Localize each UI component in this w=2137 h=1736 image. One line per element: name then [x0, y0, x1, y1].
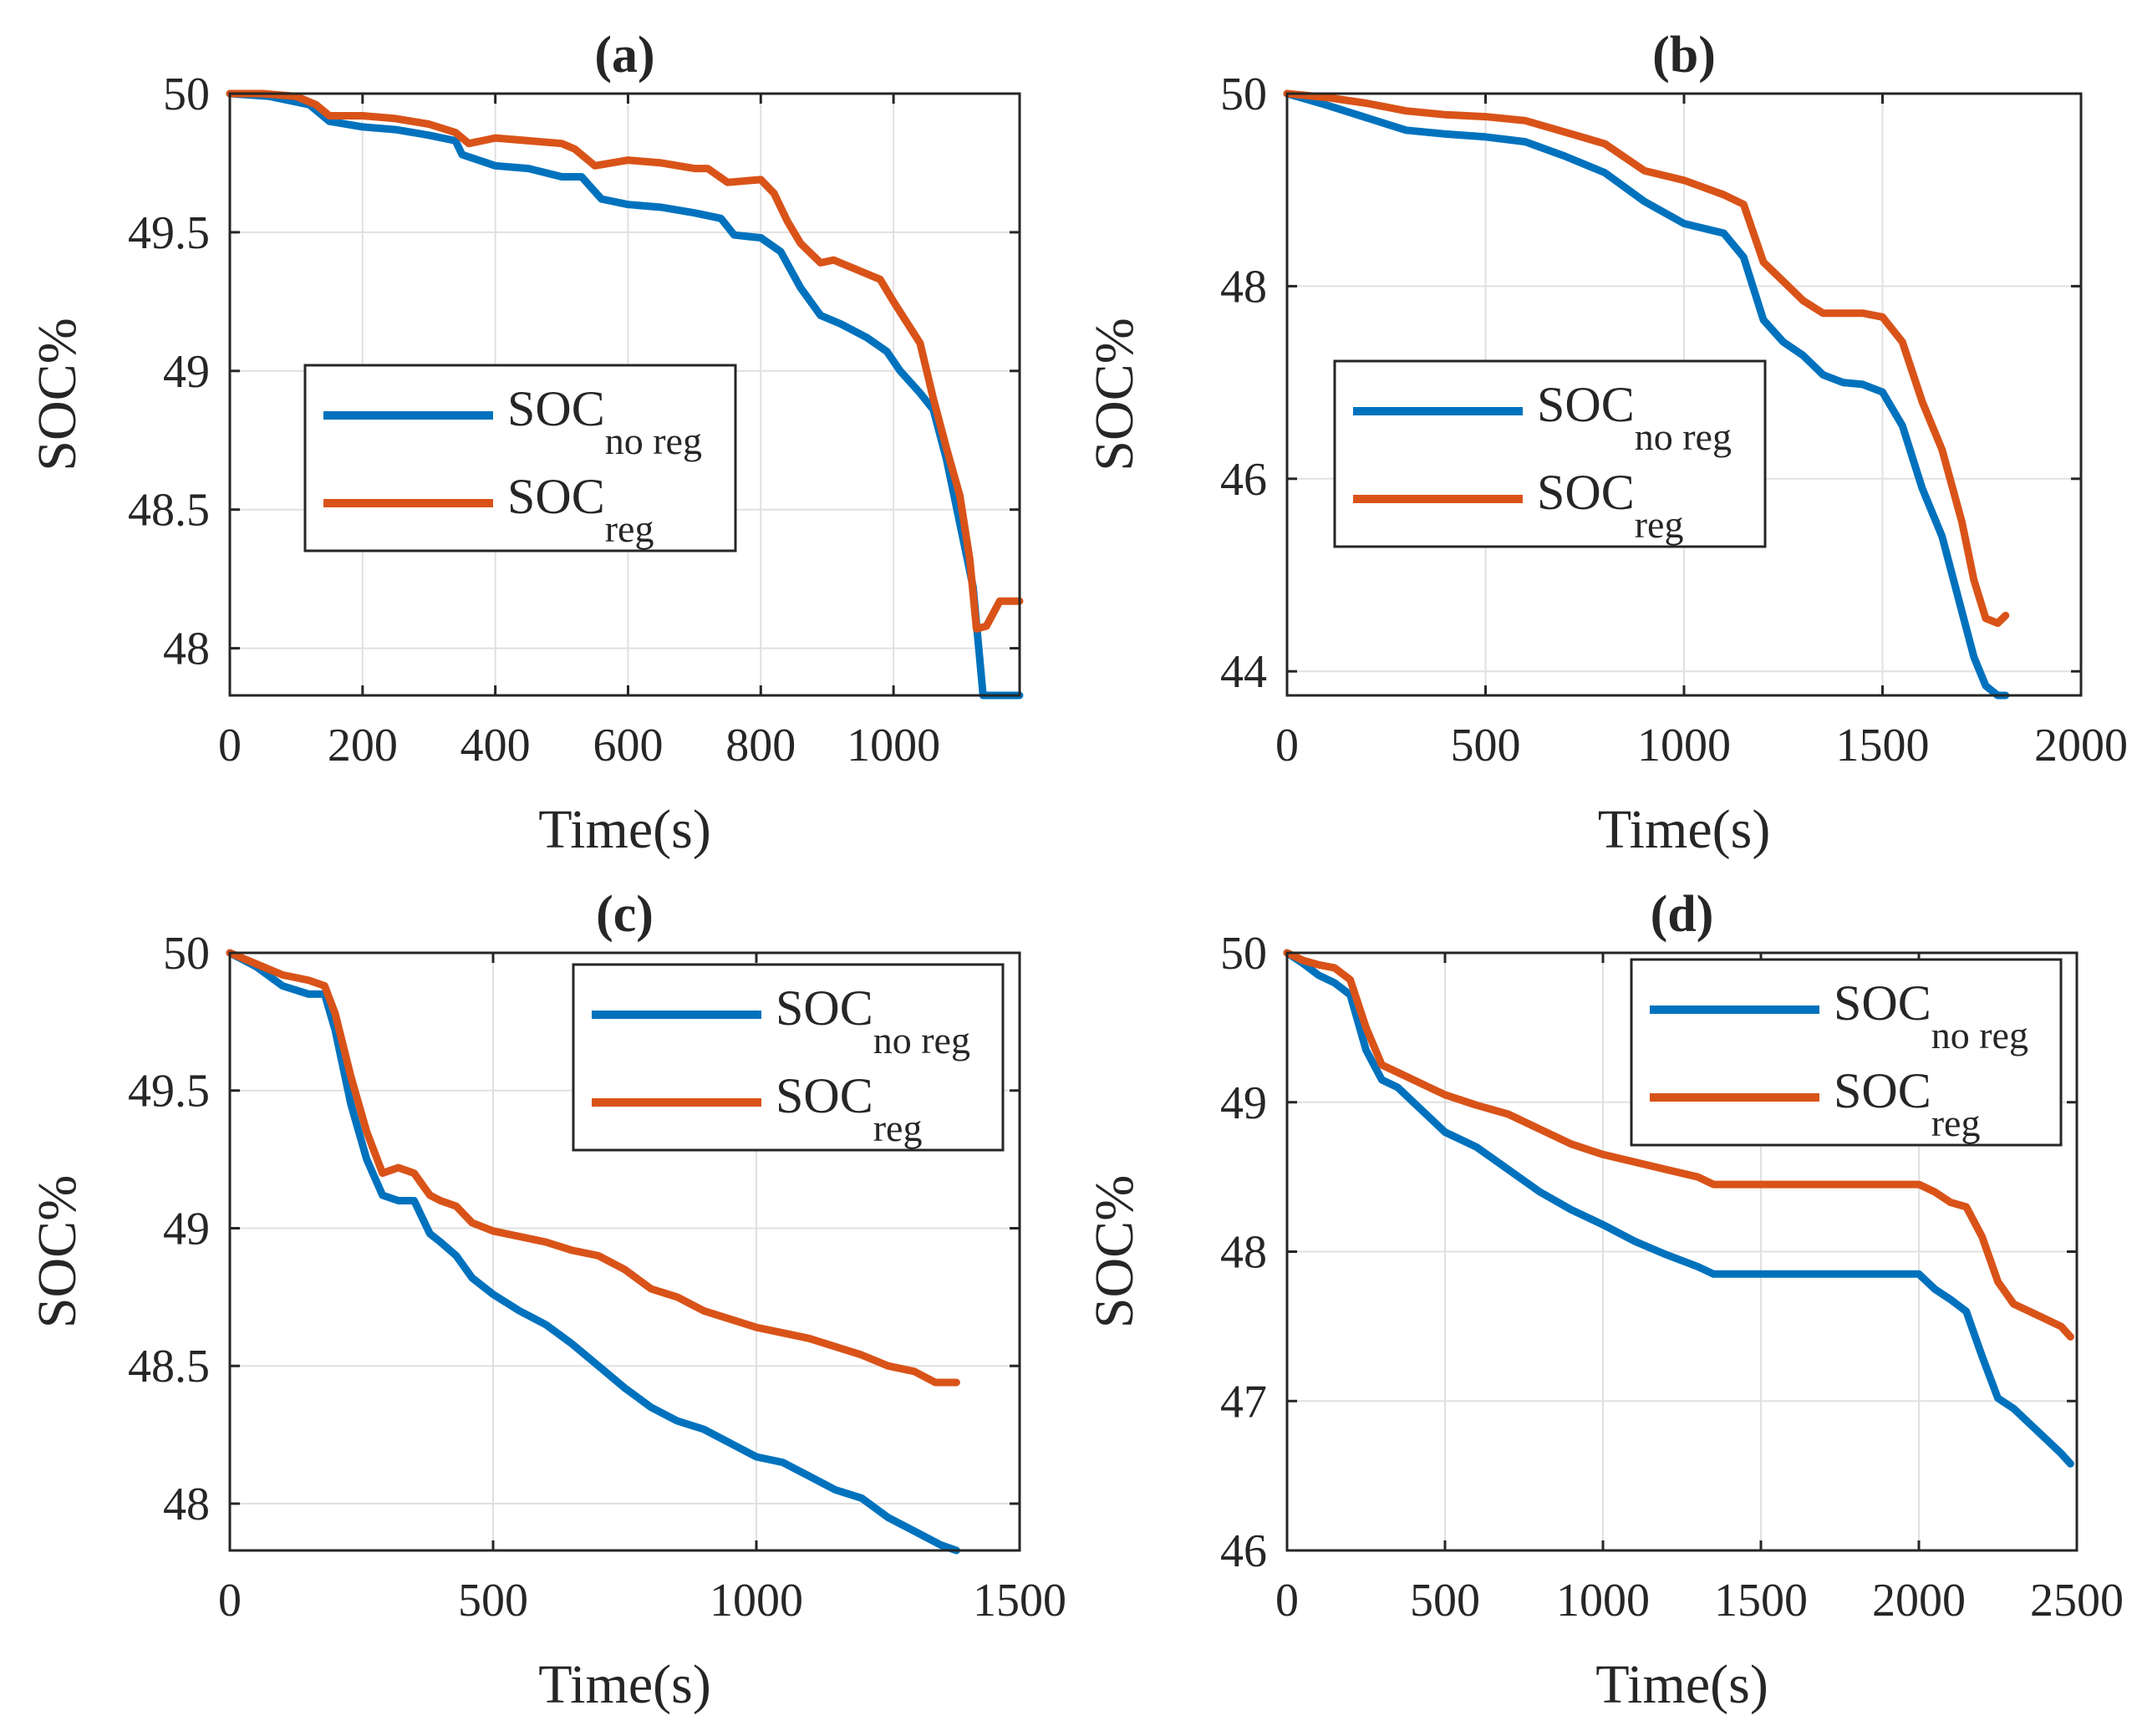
y-tick-label: 48.5 [128, 485, 210, 537]
y-axis-label: SOC% [1084, 318, 1145, 471]
y-tick-label: 48 [1220, 261, 1267, 313]
series-line-no-reg [1283, 949, 2074, 1468]
x-axis-label: Time(s) [538, 799, 711, 860]
y-tick-label: 49 [163, 346, 210, 398]
series-line-no-reg [226, 89, 1024, 700]
legend-label-subscript: no reg [605, 420, 702, 462]
legend-label-subscript: reg [605, 507, 654, 550]
series-line-reg [1283, 949, 2074, 1341]
y-tick-label: 48.5 [128, 1341, 210, 1392]
y-tick-label: 48 [1220, 1227, 1267, 1279]
series-line-no-reg [1283, 89, 2010, 700]
y-tick-label: 47 [1220, 1376, 1267, 1428]
chart-panel-0: 0 200 400 600 800 1000 48 48.5 49 49.5 50 (a) Time(s… [27, 27, 1024, 860]
x-tick-label: 2500 [2030, 1575, 2124, 1627]
series-line-reg [226, 89, 1024, 633]
x-tick-label: 800 [725, 720, 796, 771]
x-tick-label: 0 [218, 720, 242, 771]
x-axis-label: Time(s) [538, 1654, 711, 1715]
y-tick-label: 49 [163, 1203, 210, 1255]
series-line-reg [226, 949, 960, 1387]
legend-label-subscript: reg [1635, 503, 1684, 546]
axes-box [228, 92, 1021, 697]
legend-box [303, 364, 737, 552]
chart-panel-1: 0 500 1000 1500 2000 44 46 48 50 (b) Time(s) SOC% SO… [1084, 27, 2128, 860]
x-tick-label: 1000 [847, 720, 940, 771]
y-axis-label: SOC% [27, 1175, 88, 1328]
axes-box [228, 951, 1021, 1552]
chart-panel-3: 0 500 1000 1500 2000 2500 46 47 48 49 50 (d) Time(s)… [1084, 886, 2124, 1715]
legend-box [572, 963, 1005, 1152]
y-tick-label: 49.5 [128, 207, 210, 259]
x-tick-label: 1000 [1637, 720, 1731, 771]
x-tick-label: 600 [593, 720, 663, 771]
legend-box [1333, 359, 1767, 548]
x-tick-label: 1500 [1836, 720, 1930, 771]
x-axis-label: Time(s) [1598, 799, 1771, 860]
x-tick-label: 0 [1275, 720, 1299, 771]
x-tick-label: 400 [460, 720, 531, 771]
legend-label: SOCno reg [1537, 377, 1732, 458]
x-tick-label: 1500 [1714, 1575, 1808, 1627]
x-tick-label: 200 [328, 720, 398, 771]
y-axis-label: SOC% [1084, 1175, 1145, 1328]
series-line-reg [1283, 89, 2010, 628]
y-tick-label: 44 [1220, 646, 1267, 698]
x-tick-label: 500 [1451, 720, 1521, 771]
y-tick-label: 50 [163, 928, 210, 980]
y-tick-label: 46 [1220, 454, 1267, 506]
legend-label-subscript: reg [1931, 1102, 1981, 1144]
y-axis-label: SOC% [27, 318, 88, 471]
x-axis-label: Time(s) [1595, 1654, 1768, 1715]
panel-title: (a) [594, 27, 654, 84]
y-tick-label: 50 [1220, 69, 1267, 120]
legend-label-subscript: no reg [1635, 415, 1732, 458]
y-tick-label: 46 [1220, 1525, 1267, 1577]
y-tick-label: 49 [1220, 1077, 1267, 1129]
x-tick-label: 500 [1410, 1575, 1480, 1627]
panel-title: (d) [1651, 886, 1714, 943]
x-tick-label: 1000 [1556, 1575, 1650, 1627]
y-tick-label: 50 [1220, 928, 1267, 980]
legend-label-subscript: no reg [873, 1019, 970, 1061]
y-tick-label: 49.5 [128, 1066, 210, 1117]
x-tick-label: 0 [1275, 1575, 1299, 1627]
x-tick-label: 500 [458, 1575, 528, 1627]
x-tick-label: 2000 [1872, 1575, 1966, 1627]
chart-panel-2: 0 500 1000 1500 48 48.5 49 49.5 50 (c) Time(s) SOC%… [27, 886, 1066, 1715]
legend-label-subscript: no reg [1931, 1014, 2028, 1056]
y-tick-label: 50 [163, 69, 210, 120]
panel-title: (b) [1652, 27, 1716, 84]
panel-title: (c) [596, 886, 654, 943]
x-tick-label: 1000 [710, 1575, 803, 1627]
x-tick-label: 0 [218, 1575, 242, 1627]
y-tick-label: 48 [163, 1479, 210, 1530]
x-tick-label: 2000 [2034, 720, 2128, 771]
x-tick-label: 1500 [973, 1575, 1066, 1627]
legend-label-subscript: reg [873, 1107, 923, 1149]
series-line-no-reg [226, 949, 960, 1555]
legend-box [1630, 958, 2063, 1147]
y-tick-label: 48 [163, 624, 210, 675]
